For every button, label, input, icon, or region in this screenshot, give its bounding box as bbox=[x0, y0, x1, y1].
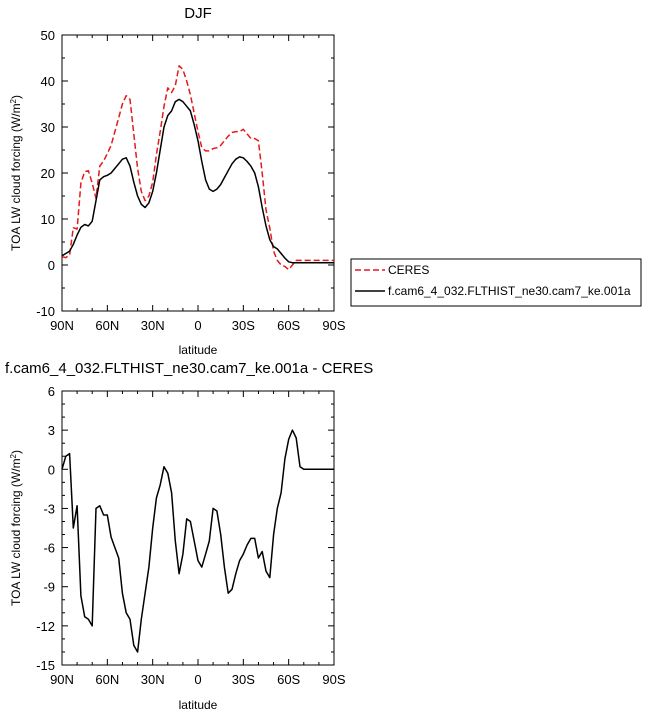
x-tick-label: 90N bbox=[50, 318, 74, 333]
legend: CERES f.cam6_4_032.FLTHIST_ne30.cam7_ke.… bbox=[350, 258, 642, 307]
x-tick-label: 30S bbox=[232, 318, 255, 333]
x-axis-title: latitude bbox=[179, 343, 218, 357]
legend-box bbox=[350, 258, 642, 307]
x-tick-label: 60S bbox=[277, 672, 300, 687]
x-tick-label: 90N bbox=[50, 672, 74, 687]
y-axis-title: TOA LW cloud forcing (W/m2) bbox=[9, 95, 24, 251]
y-tick-label: 30 bbox=[41, 120, 55, 135]
y-tick-label: 3 bbox=[48, 423, 55, 438]
x-tick-label: 0 bbox=[194, 672, 201, 687]
legend-label-ceres: CERES bbox=[388, 263, 429, 277]
y-tick-label: -9 bbox=[43, 580, 55, 595]
y-axis-title: TOA LW cloud forcing (W/m2) bbox=[9, 450, 24, 606]
y-tick-label: -15 bbox=[36, 658, 55, 673]
x-tick-label: 90S bbox=[322, 672, 345, 687]
y-tick-label: -12 bbox=[36, 619, 55, 634]
y-tick-label: -6 bbox=[43, 541, 55, 556]
y-tick-label: 0 bbox=[48, 462, 55, 477]
y-tick-label: 50 bbox=[41, 28, 55, 43]
x-tick-label: 60N bbox=[95, 672, 119, 687]
chart-djf: DJF 90N 60N 30N 0 30S 60S 90S -10 0 10 20 30 40 50 la… bbox=[9, 5, 346, 357]
series-line-ceres bbox=[61, 65, 334, 271]
plot-frame bbox=[61, 34, 335, 312]
chart-title: DJF bbox=[184, 5, 212, 22]
y-tick-label: -10 bbox=[36, 304, 55, 319]
x-tick-label: 90S bbox=[322, 318, 345, 333]
x-axis-title: latitude bbox=[179, 698, 218, 712]
x-tick-label: 30N bbox=[141, 318, 165, 333]
legend-label-model: f.cam6_4_032.FLTHIST_ne30.cam7_ke.001a bbox=[388, 284, 631, 298]
x-tick-label: 60S bbox=[277, 318, 300, 333]
y-tick-label: -3 bbox=[43, 501, 55, 516]
chart-title: f.cam6_4_032.FLTHIST_ne30.cam7_ke.001a -… bbox=[5, 360, 373, 377]
x-tick-label: 30N bbox=[141, 672, 165, 687]
y-tick-label: 10 bbox=[41, 212, 55, 227]
series-line-difference bbox=[61, 429, 334, 653]
x-tick-label: 0 bbox=[194, 318, 201, 333]
y-tick-label: 20 bbox=[41, 166, 55, 181]
x-tick-label: 60N bbox=[95, 318, 119, 333]
y-tick-label: 40 bbox=[41, 74, 55, 89]
x-tick-label: 30S bbox=[232, 672, 255, 687]
series-line-model bbox=[61, 98, 334, 264]
y-tick-label: 0 bbox=[48, 258, 55, 273]
chart-difference: f.cam6_4_032.FLTHIST_ne30.cam7_ke.001a -… bbox=[5, 360, 373, 712]
y-tick-label: 6 bbox=[48, 384, 55, 399]
